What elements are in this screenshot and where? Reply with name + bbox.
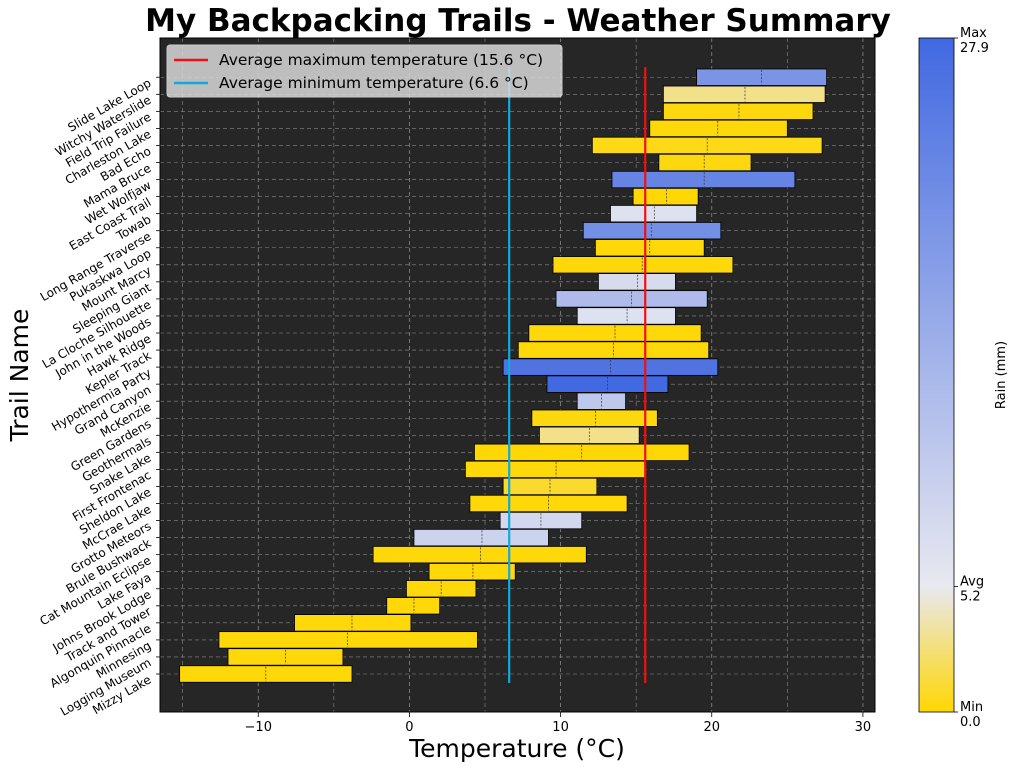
trail-bar bbox=[632, 187, 699, 206]
chart-title: My Backpacking Trails - Weather Summary bbox=[145, 3, 891, 39]
legend-min-label: Average minimum temperature (6.6 °C) bbox=[219, 74, 529, 92]
colorbar-min-label: Min bbox=[960, 700, 983, 715]
trail-bar bbox=[531, 409, 658, 427]
trail-bar bbox=[582, 222, 722, 240]
trail-bar bbox=[611, 170, 796, 189]
x-tick-label: 20 bbox=[703, 720, 720, 735]
bars-group bbox=[179, 68, 828, 683]
trail-bar bbox=[662, 102, 814, 120]
colorbar-max-label: Max bbox=[960, 26, 987, 41]
x-tick-label: 30 bbox=[855, 720, 872, 735]
trail-bar bbox=[218, 631, 478, 649]
legend-box bbox=[166, 44, 563, 98]
legend: Average maximum temperature (15.6 °C) Av… bbox=[166, 44, 563, 98]
trail-bar bbox=[576, 307, 676, 325]
trail-bar bbox=[464, 460, 646, 479]
colorbar-label: Rain (mm) bbox=[994, 341, 1009, 409]
y-axis-label: Trail Name bbox=[5, 309, 34, 443]
colorbar-gradient bbox=[918, 37, 955, 713]
trail-bar bbox=[610, 204, 698, 223]
colorbar-max-value: 27.9 bbox=[960, 41, 989, 56]
trail-bar bbox=[649, 119, 788, 138]
x-tick-label: −10 bbox=[245, 720, 272, 735]
trail-bar bbox=[413, 528, 549, 547]
colorbar-avg-value: 5.2 bbox=[960, 589, 981, 604]
x-tick-label: 0 bbox=[405, 720, 413, 735]
trail-bar bbox=[552, 256, 734, 274]
reference-lines bbox=[508, 67, 647, 683]
trail-bar bbox=[294, 614, 412, 632]
trail-bar bbox=[658, 153, 752, 172]
trail-bar bbox=[386, 597, 441, 615]
x-axis-ticks: −10 0 10 20 30 bbox=[245, 712, 872, 735]
trail-bar bbox=[428, 563, 516, 581]
legend-max-label: Average maximum temperature (15.6 °C) bbox=[219, 51, 543, 69]
plot-frame bbox=[159, 37, 876, 713]
x-tick-label: 10 bbox=[552, 720, 569, 735]
trail-bar bbox=[597, 273, 676, 291]
trail-bar bbox=[372, 546, 587, 564]
x-axis-label: Temperature (°C) bbox=[408, 734, 625, 763]
colorbar-min-value: 0.0 bbox=[960, 715, 981, 730]
colorbar-avg-label: Avg bbox=[960, 574, 984, 589]
trail-bar bbox=[662, 85, 826, 103]
